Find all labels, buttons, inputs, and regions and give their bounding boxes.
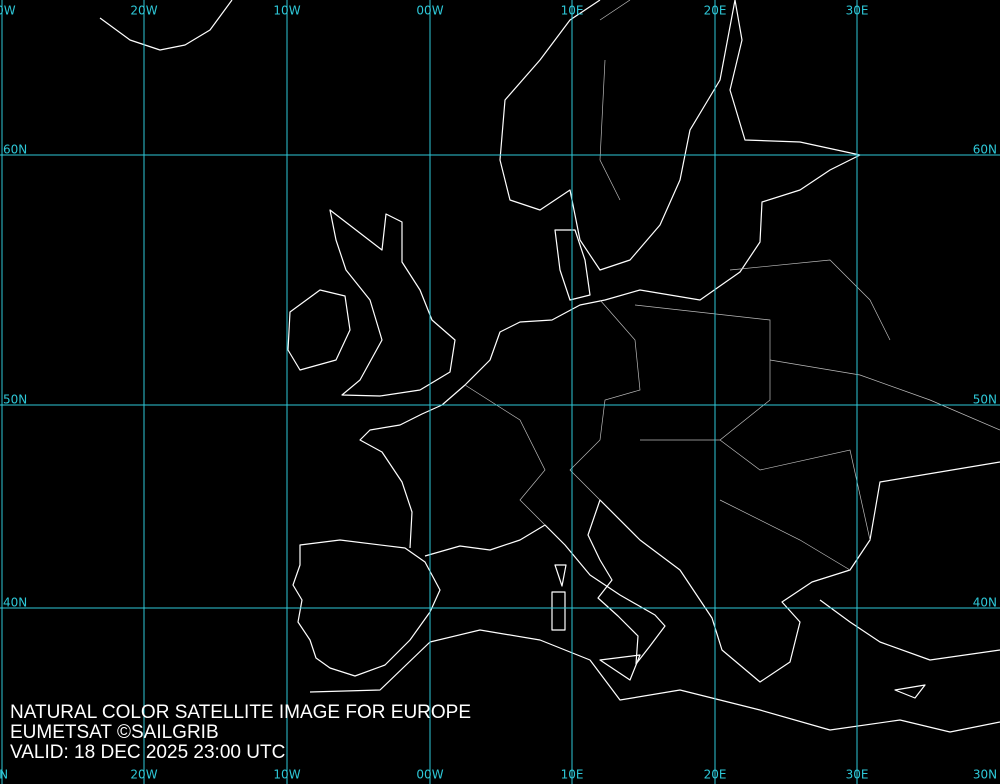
border	[719, 499, 851, 571]
corsica	[554, 564, 567, 587]
meridian-label: 30E	[846, 4, 869, 18]
caption-line: VALID: 18 DEC 2025 23:00 UTC	[10, 742, 285, 763]
bottom-label: 20W	[130, 768, 157, 782]
parallel-label: 60N	[973, 143, 997, 157]
border	[719, 439, 871, 541]
cyprus	[894, 684, 926, 699]
border	[464, 384, 546, 526]
meridian-label: 00W	[416, 4, 443, 18]
denmark	[554, 229, 591, 301]
ireland	[287, 289, 351, 371]
meridian-label: 30W	[0, 4, 16, 18]
bottom-label: 10W	[273, 768, 300, 782]
parallel-label: 40N	[3, 596, 27, 610]
bottom-label: 20E	[704, 768, 727, 782]
iberia	[292, 539, 441, 677]
meridian-label: 10E	[561, 4, 584, 18]
parallel-label: 60N	[3, 143, 27, 157]
caption-line: EUMETSAT ©SAILGRIB	[10, 722, 219, 743]
bottom-label: 30N	[973, 768, 997, 782]
meridian-label: 20W	[130, 4, 157, 18]
borders	[464, 0, 1000, 571]
uk	[329, 209, 456, 397]
sardinia	[551, 591, 566, 631]
border	[769, 359, 1000, 431]
border	[599, 0, 631, 201]
meridian-label: 20E	[704, 4, 727, 18]
mediterranean-coast	[424, 461, 1000, 683]
bottom-label: 00W	[416, 768, 443, 782]
parallel-label: 50N	[3, 393, 27, 407]
bottom-label: 30N	[0, 768, 8, 782]
sicily	[599, 654, 641, 681]
bottom-label: 10E	[561, 768, 584, 782]
iceland	[99, 0, 233, 51]
france-coast	[359, 154, 861, 549]
finland	[729, 0, 861, 156]
border	[569, 299, 641, 501]
meridian-label: 10W	[273, 4, 300, 18]
border	[634, 304, 771, 441]
caption-line: NATURAL COLOR SATELLITE IMAGE FOR EUROPE	[10, 702, 471, 723]
caption: NATURAL COLOR SATELLITE IMAGE FOR EUROPE…	[10, 702, 471, 763]
parallel-label: 40N	[973, 596, 997, 610]
parallel-label: 50N	[973, 393, 997, 407]
bottom-label: 30E	[846, 768, 869, 782]
border	[729, 259, 891, 341]
aegean-coast	[819, 599, 1000, 661]
